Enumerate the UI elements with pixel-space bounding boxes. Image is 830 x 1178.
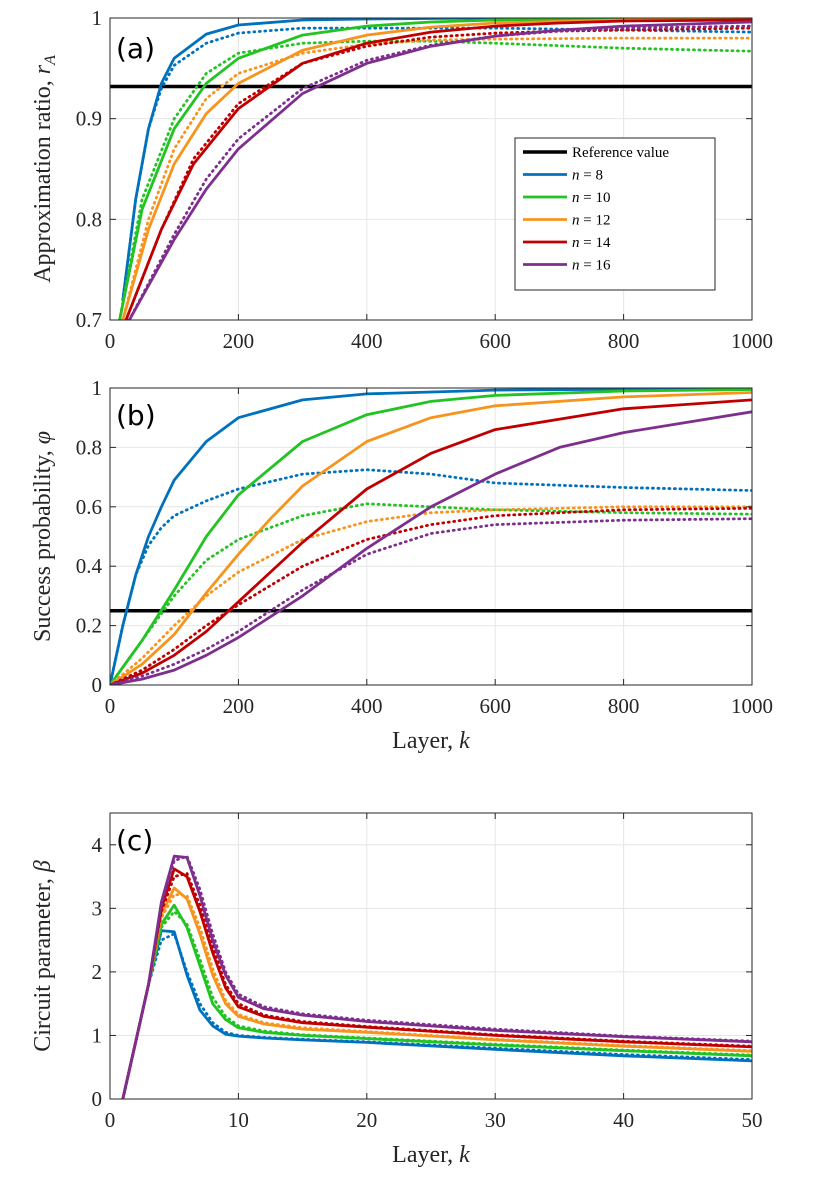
series-n8-dotted	[110, 468, 752, 685]
y-tick-label: 0.2	[76, 614, 102, 638]
y-tick-label: 1	[92, 1023, 103, 1047]
x-tick-label: 30	[485, 1108, 506, 1132]
series-n8-dotted	[121, 26, 752, 302]
axes-frame	[109, 387, 753, 686]
x-tick-label: 800	[608, 329, 640, 353]
series-n12-dotted	[121, 36, 752, 320]
y-tick-label: 0	[92, 1087, 103, 1111]
series-n14-dotted	[110, 506, 752, 685]
x-tick-label: 20	[356, 1108, 377, 1132]
axes-frame	[109, 17, 753, 321]
x-tick-label: 0	[105, 1108, 116, 1132]
series-n16-solid	[127, 20, 752, 320]
y-tick-label: 0	[92, 673, 103, 697]
legend-label-n8: n = 8	[572, 168, 603, 184]
series-n14-dotted	[124, 26, 752, 320]
x-tick-label: 600	[479, 329, 511, 353]
y-tick-label: 0.9	[76, 107, 102, 131]
x-tick-label: 1000	[731, 694, 773, 718]
panel-label: (a)	[116, 32, 155, 65]
legend-label-n10: n = 10	[572, 190, 610, 206]
panel-label: (b)	[116, 399, 156, 432]
y-tick-label: 1	[92, 376, 103, 400]
x-tick-label: 600	[479, 694, 511, 718]
series-n10-dotted	[110, 502, 752, 685]
series-n12-solid	[121, 886, 752, 1099]
series-n10-dotted	[121, 910, 752, 1099]
series-n10-solid	[118, 18, 752, 320]
series-n14-solid	[110, 398, 752, 685]
x-tick-label: 800	[608, 694, 640, 718]
legend: Reference value n = 8 n = 10 n = 12 n = 14 n …	[514, 137, 716, 291]
y-axis-label: Circuit parameter, β	[30, 860, 56, 1052]
legend-label-n16: n = 16	[572, 258, 611, 274]
y-tick-label: 0.8	[76, 207, 102, 231]
series-n16-dotted	[127, 24, 752, 320]
x-tick-label: 1000	[731, 329, 773, 353]
x-tick-label: 50	[742, 1108, 763, 1132]
y-tick-label: 4	[92, 833, 103, 857]
legend-label-n14: n = 14	[572, 235, 611, 251]
series-n8-dotted	[121, 932, 752, 1099]
y-tick-label: 1	[92, 6, 103, 30]
x-tick-label: 10	[228, 1108, 249, 1132]
series-n16-dotted	[110, 517, 752, 685]
y-tick-label: 0.8	[76, 435, 102, 459]
panel-label: (c)	[116, 824, 153, 857]
x-axis-label: Layer, k	[392, 1142, 470, 1168]
series-n12-solid	[110, 391, 752, 685]
series-n16-solid	[121, 854, 752, 1099]
x-tick-label: 400	[351, 329, 383, 353]
panel-b: 0 200 400 600 800 1000 0 0.2 0.4 0.6 0.8 1 (b) Succ…	[30, 376, 773, 754]
series-n12-dotted	[121, 893, 752, 1099]
legend-label-n12: n = 12	[572, 213, 610, 229]
legend-label-reference: Reference value	[572, 145, 669, 161]
y-tick-label: 0.7	[76, 308, 102, 332]
x-tick-label: 40	[613, 1108, 634, 1132]
y-tick-label: 0.4	[76, 554, 103, 578]
series-n16-dotted	[121, 854, 752, 1099]
series-n10-dotted	[118, 39, 752, 320]
x-tick-label: 200	[223, 329, 255, 353]
series-n12-dotted	[110, 505, 752, 685]
x-tick-label: 0	[105, 329, 116, 353]
axes-frame	[109, 812, 753, 1100]
y-tick-label: 2	[92, 960, 103, 984]
y-tick-label: 3	[92, 896, 103, 920]
y-axis-label: Approximation ratio, rA	[30, 55, 59, 283]
x-axis-label: Layer, k	[392, 728, 470, 754]
y-tick-label: 0.6	[76, 495, 102, 519]
x-tick-label: 400	[351, 694, 383, 718]
panel-c: 0 10 20 30 40 50 0 1 2 3 4 (c) Circuit parameter, …	[30, 812, 763, 1168]
y-axis-label: Success probability, φ	[30, 431, 56, 642]
panel-a: 0 200 400 600 800 1000 0.7 0.8 0.9 1 (a) Approxim…	[30, 6, 773, 353]
x-tick-label: 0	[105, 694, 116, 718]
x-tick-label: 200	[223, 694, 255, 718]
legend-box	[514, 137, 716, 291]
series-n12-solid	[121, 18, 752, 320]
series-n10-solid	[110, 388, 752, 685]
series-n14-solid	[124, 18, 752, 320]
